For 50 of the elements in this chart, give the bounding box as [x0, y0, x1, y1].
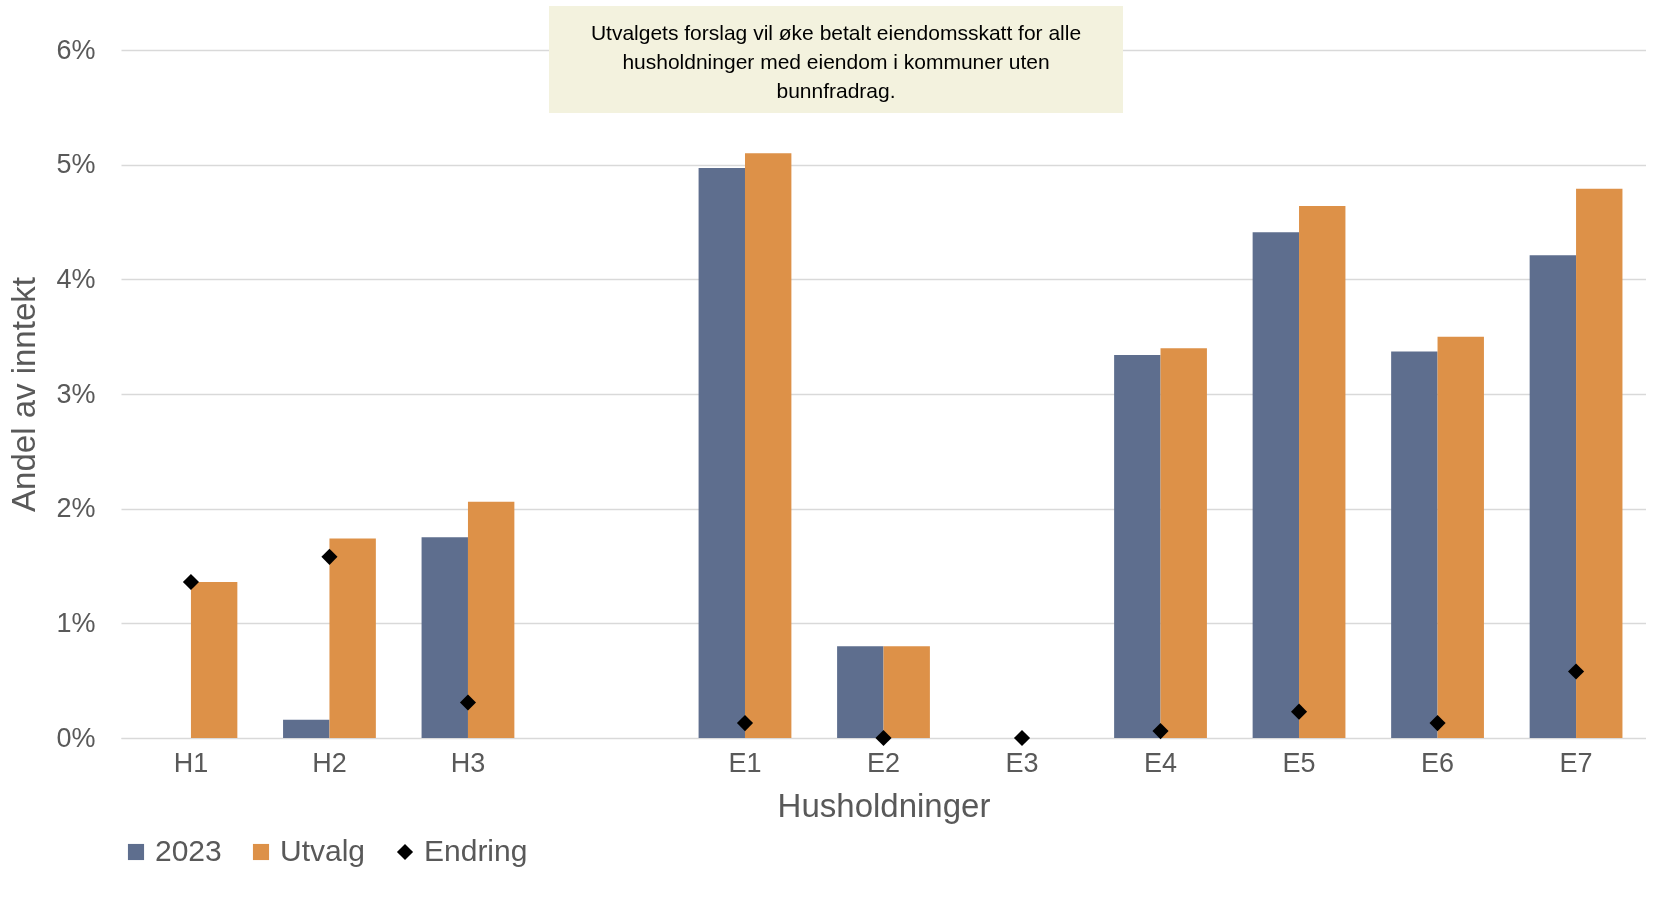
x-tick-label: E5 [1282, 747, 1316, 778]
bar [744, 153, 792, 738]
x-tick-label: E2 [866, 747, 901, 778]
x-tick-label: E6 [1421, 747, 1455, 778]
bar [883, 646, 930, 738]
legend-label: Endring [424, 834, 528, 867]
point [736, 715, 754, 732]
bar [1160, 348, 1207, 738]
point [1013, 729, 1031, 747]
x-tick-label: H3 [450, 747, 486, 778]
x-tick-label: E3 [1005, 747, 1039, 778]
bar [1252, 232, 1300, 738]
bar [698, 168, 745, 738]
point [1290, 703, 1308, 720]
point [875, 729, 892, 747]
y-tick-label: 2% [56, 493, 96, 524]
y-tick-label: 0% [56, 722, 96, 753]
x-tick-label: E4 [1144, 747, 1178, 778]
x-tick-label: E7 [1559, 747, 1593, 778]
x-tick-label: H1 [173, 747, 209, 778]
x-axis-title: Husholdninger [777, 786, 991, 824]
bar [190, 582, 238, 738]
y-tick-label: 1% [56, 607, 96, 638]
y-tick-label: 4% [56, 263, 96, 294]
point [1429, 715, 1446, 732]
bar [837, 646, 884, 738]
point [321, 548, 338, 565]
bar [1299, 205, 1346, 738]
bar [1529, 255, 1577, 738]
y-tick-label: 3% [56, 378, 96, 409]
point [182, 573, 200, 591]
legend-label: Utvalg [280, 834, 366, 867]
bar [421, 537, 468, 738]
point [459, 694, 477, 711]
point [1567, 663, 1585, 680]
y-axis-title: Andel av inntekt [5, 277, 43, 512]
point [1152, 723, 1169, 740]
bar [1437, 336, 1484, 738]
bar [1391, 351, 1438, 738]
note-box: Utvalgets forslag vil øke betalt eiendomsskatt for alle husholdninger med eiendom i kommuner uten bunnfradrag. [549, 6, 1123, 113]
x-tick-label: E1 [728, 747, 762, 778]
bar [467, 501, 515, 738]
bar [329, 538, 376, 738]
y-tick-label: 6% [56, 34, 96, 65]
legend-label: 2023 [155, 834, 222, 867]
bar [1576, 188, 1623, 738]
y-tick-label: 5% [56, 149, 96, 180]
bar [1114, 355, 1161, 738]
bar [283, 719, 330, 738]
x-tick-label: H2 [312, 747, 347, 778]
